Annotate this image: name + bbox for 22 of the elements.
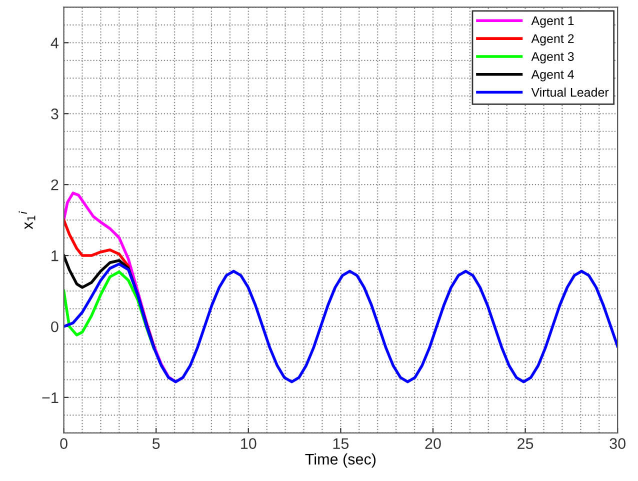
line-series: [64, 262, 618, 384]
y-tick-label: −1: [42, 392, 58, 403]
legend-label: Virtual Leader: [531, 88, 609, 97]
x-tick-label: 20: [425, 438, 441, 449]
x-tick-label: 5: [152, 438, 160, 449]
y-tick-label: 0: [51, 321, 58, 332]
legend-label: Agent 4: [531, 70, 574, 82]
x-tick-label: 30: [610, 438, 626, 449]
y-tick-label: 3: [51, 108, 58, 120]
x-tick-label: 15: [333, 438, 349, 449]
y-tick-label: 2: [51, 179, 58, 190]
legend-label: Agent 1: [531, 16, 574, 28]
line-series: [64, 218, 130, 268]
x-tick-label: 25: [518, 438, 534, 449]
legend-label: Agent 3: [531, 52, 574, 64]
x-axis-title: Time (sec): [305, 453, 376, 468]
y-axis-title: x$_{1}$$^{i}$: [18, 211, 36, 230]
y-tick-label: 4: [50, 38, 58, 48]
x-tick-label: 0: [60, 438, 68, 449]
y-tick-label: 1: [52, 250, 58, 262]
legend-label: Agent 2: [531, 34, 574, 46]
x-tick-label: 10: [241, 438, 256, 449]
